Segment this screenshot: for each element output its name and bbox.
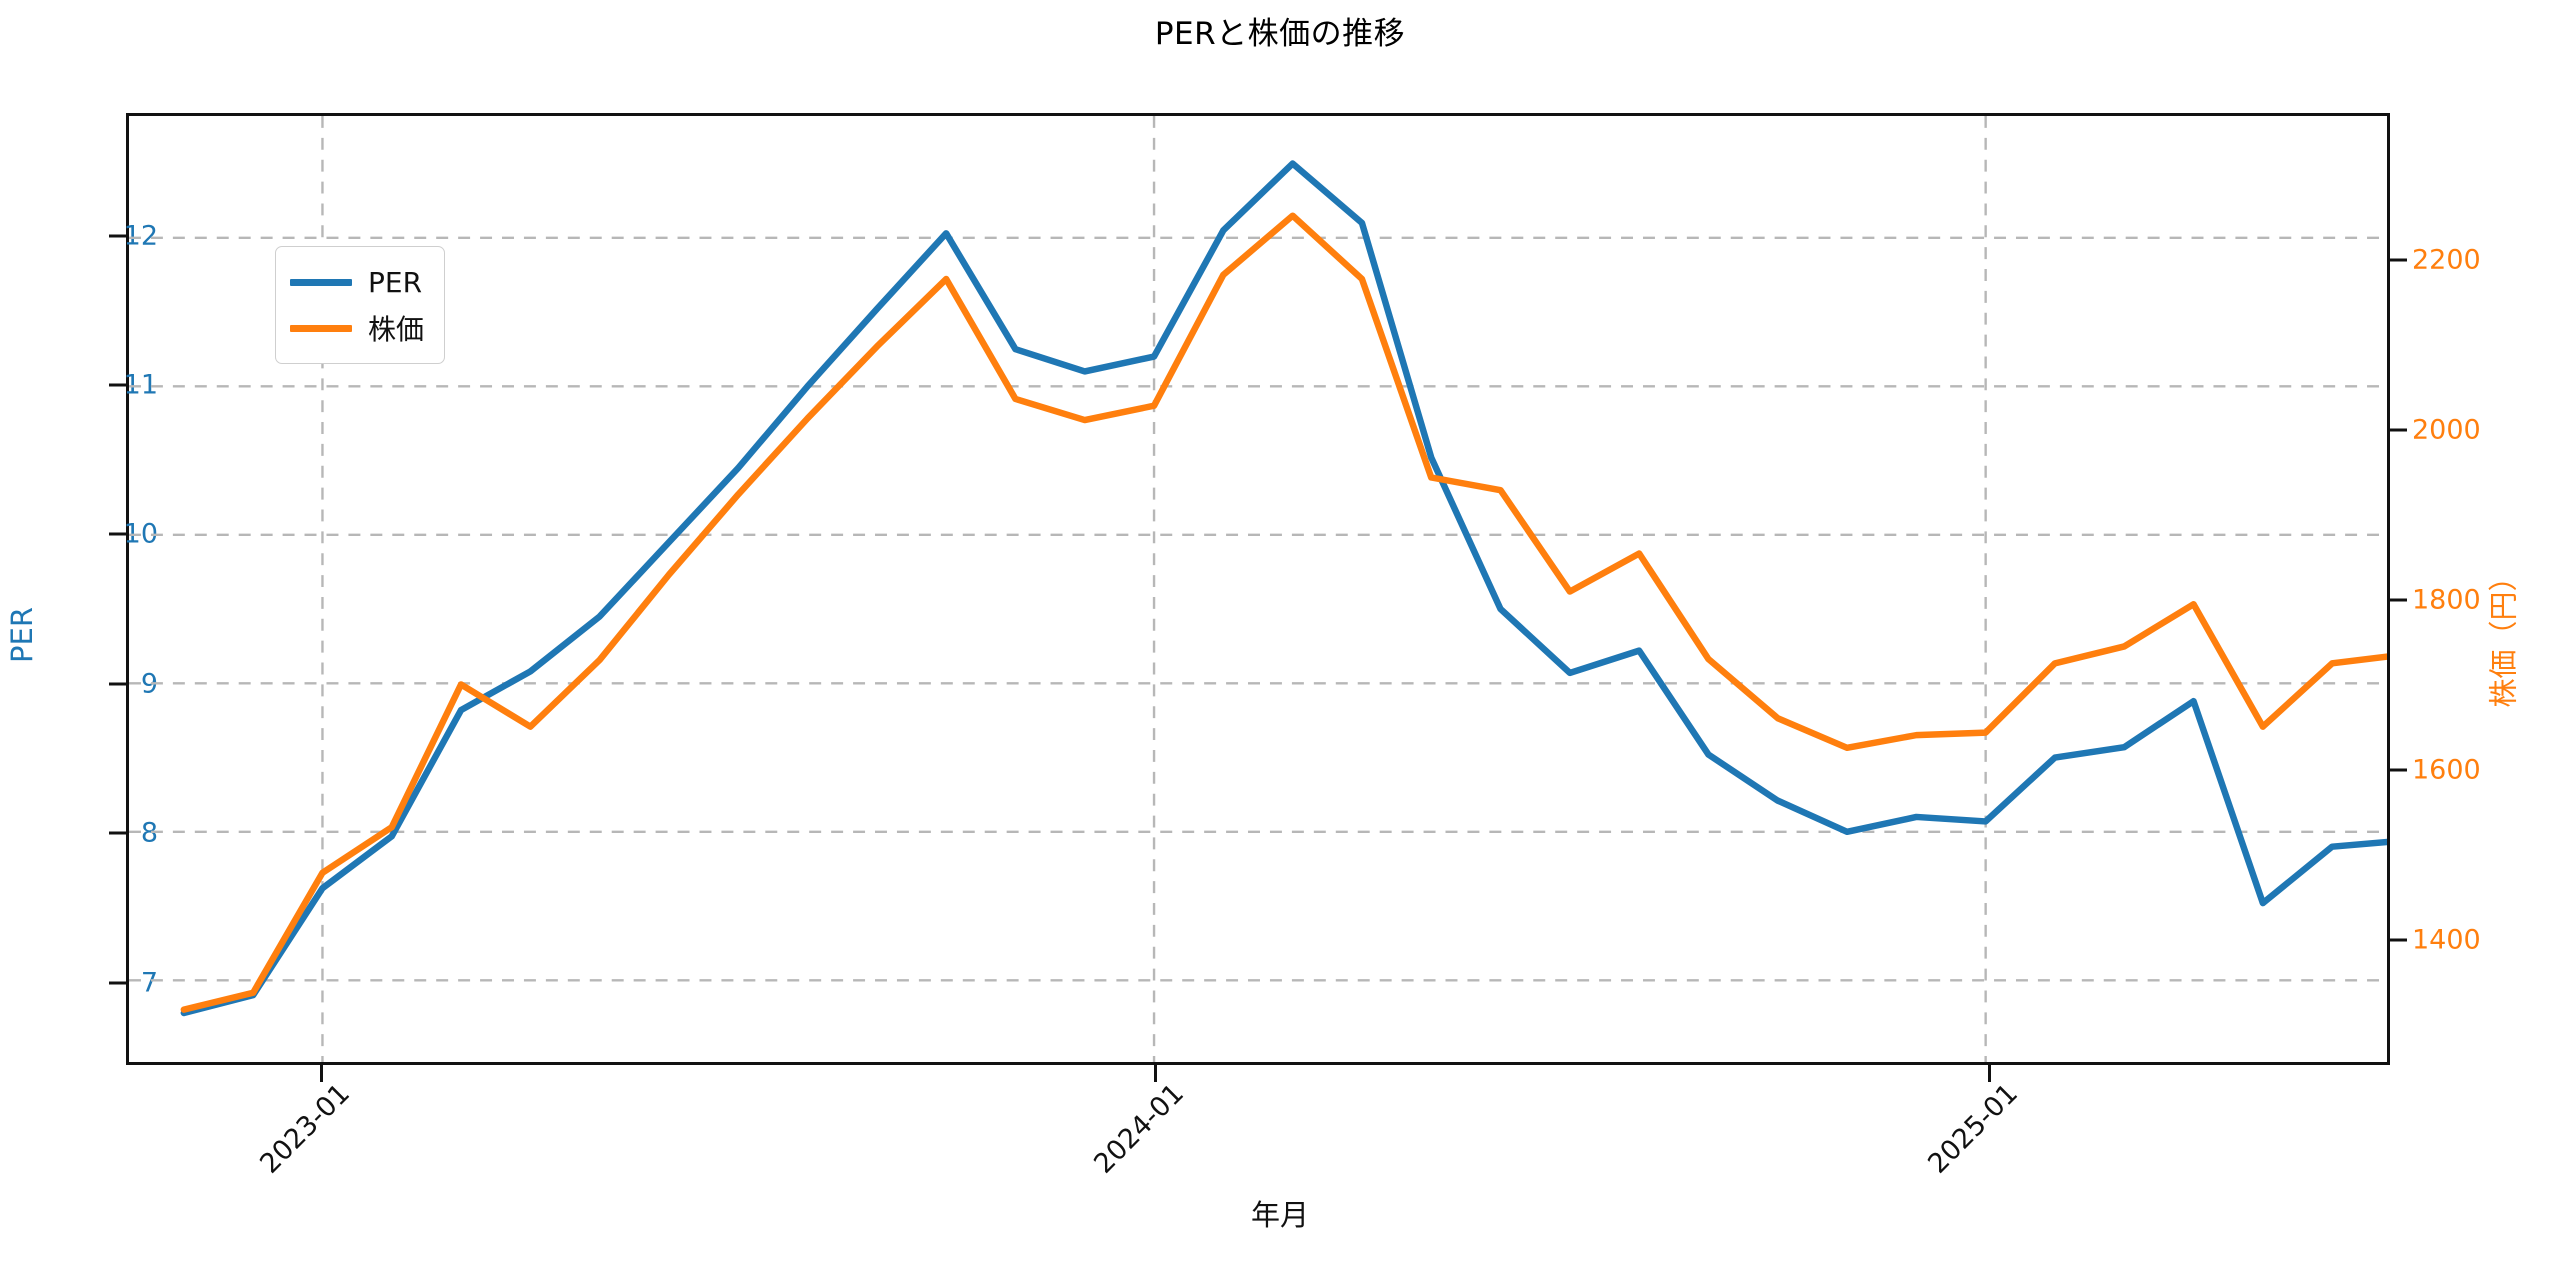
y-axis-left-tick-mark — [109, 682, 126, 686]
y-axis-right-tick: 1600 — [2412, 754, 2481, 786]
chart-title: PERと株価の推移 — [1154, 16, 1406, 52]
y-axis-left-tick-mark — [109, 234, 126, 238]
y-axis-right-tick-mark — [2390, 598, 2407, 602]
y-axis-left-tick-mark — [109, 383, 126, 387]
y-axis-left-tick: 8 — [140, 817, 158, 849]
y-axis-left-tick: 12 — [123, 220, 158, 252]
y-axis-left-tick: 11 — [123, 369, 158, 401]
legend-label-kabuka: 株価 — [368, 313, 425, 346]
y-axis-right-label: 株価（円） — [2486, 561, 2521, 708]
y-axis-right-tick: 2000 — [2412, 414, 2481, 446]
y-axis-left-tick: 7 — [140, 967, 158, 999]
legend-swatch-kabuka — [290, 324, 352, 332]
x-axis-tick-label: 2024-01 — [1087, 1078, 1190, 1180]
y-axis-left-tick-mark — [109, 532, 126, 536]
x-axis-tick-mark — [1153, 1065, 1157, 1082]
y-axis-right-tick: 1800 — [2412, 584, 2481, 616]
x-axis-tick-label: 2025-01 — [1921, 1078, 2024, 1180]
legend-label-per: PER — [368, 265, 423, 299]
y-axis-right-tick-mark — [2390, 768, 2407, 772]
y-axis-left-label: PER — [4, 606, 39, 663]
y-axis-right-tick: 2200 — [2412, 244, 2481, 276]
y-axis-left-tick: 9 — [140, 668, 158, 700]
legend-swatch-per — [290, 278, 352, 286]
gridlines — [129, 116, 2387, 1062]
y-axis-right-tick-mark — [2390, 938, 2407, 942]
y-axis-left-tick-mark — [109, 981, 126, 985]
y-axis-right-tick-mark — [2390, 258, 2407, 262]
legend-item-per[interactable]: PER — [290, 259, 424, 305]
plot-area: PER 株価 — [126, 113, 2390, 1065]
legend[interactable]: PER 株価 — [275, 246, 446, 364]
x-axis-tick-label: 2023-01 — [254, 1078, 356, 1180]
y-axis-right-tick-mark — [2390, 428, 2407, 432]
y-axis-left-tick-mark — [109, 831, 126, 835]
x-axis-tick-mark — [1987, 1065, 1991, 1082]
series-lines — [180, 160, 2387, 1017]
x-axis-label: 年月 — [1250, 1198, 1309, 1232]
x-axis-tick-mark — [319, 1065, 323, 1082]
legend-item-kabuka[interactable]: 株価 — [290, 305, 424, 351]
y-axis-right-tick: 1400 — [2412, 924, 2481, 956]
